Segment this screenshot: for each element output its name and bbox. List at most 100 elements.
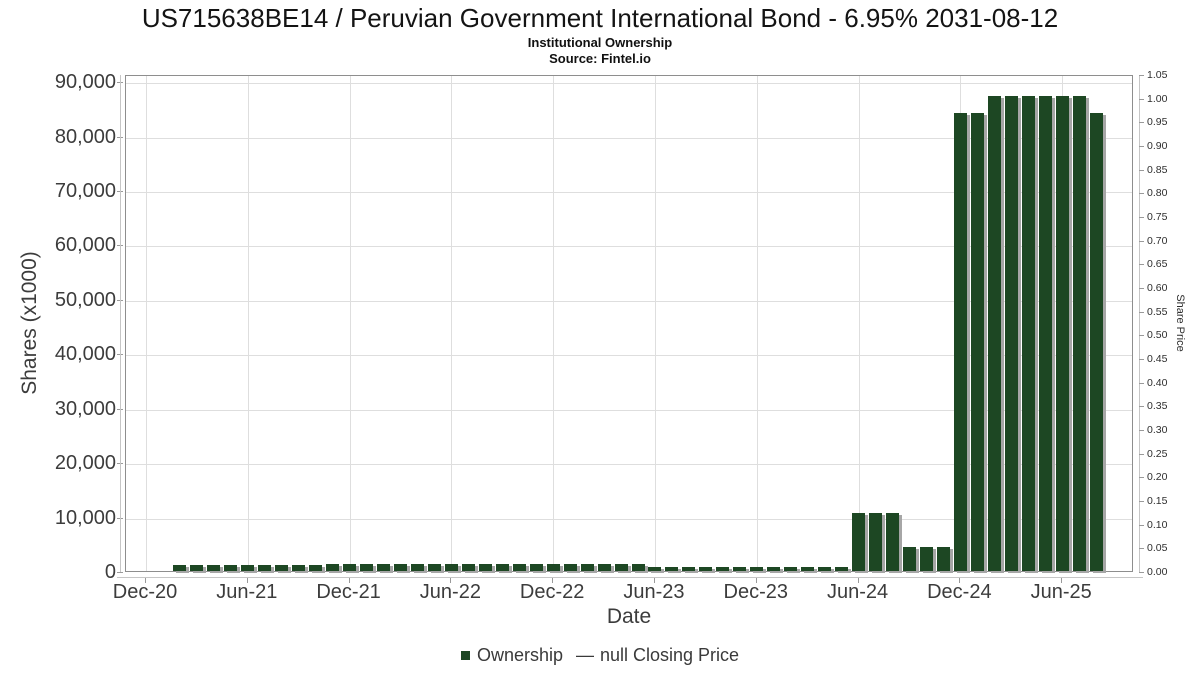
h-gridline bbox=[126, 300, 1132, 302]
ownership-bar bbox=[1021, 96, 1035, 571]
ownership-bar bbox=[733, 567, 747, 571]
x-tick bbox=[1061, 578, 1063, 583]
y2-tick bbox=[1139, 75, 1144, 76]
ownership-bar bbox=[410, 564, 424, 571]
v-gridline bbox=[858, 76, 860, 571]
y2-tick-label: 0.40 bbox=[1147, 376, 1168, 389]
ownership-bar bbox=[512, 564, 526, 571]
ownership-bar bbox=[987, 96, 1001, 571]
x-tick-label: Jun-21 bbox=[216, 581, 278, 603]
x-tick-label: Jun-24 bbox=[826, 581, 889, 603]
ownership-bar bbox=[207, 565, 221, 571]
ownership-bar bbox=[173, 565, 187, 571]
ownership-bar bbox=[784, 567, 798, 571]
y2-tick-label: 0.15 bbox=[1147, 495, 1168, 507]
y2-tick bbox=[1139, 572, 1144, 573]
ownership-bar bbox=[699, 567, 713, 571]
y2-tick bbox=[1139, 217, 1144, 218]
ownership-bar bbox=[292, 565, 306, 571]
x-tick bbox=[653, 578, 655, 583]
y2-tick-label: 0.35 bbox=[1147, 400, 1168, 413]
y-axis-spine bbox=[120, 75, 121, 572]
y2-axis-spine bbox=[1139, 75, 1140, 572]
ownership-bar bbox=[835, 567, 849, 571]
y2-tick-label: 0.30 bbox=[1147, 424, 1168, 436]
v-gridline bbox=[451, 76, 453, 571]
ownership-bar bbox=[665, 567, 679, 571]
ownership-bar bbox=[393, 564, 407, 571]
legend-ownership-label: Ownership bbox=[476, 645, 563, 665]
ownership-bar bbox=[1004, 96, 1018, 571]
y2-tick bbox=[1139, 311, 1144, 313]
ownership-bar bbox=[767, 567, 781, 571]
h-gridline bbox=[126, 464, 1132, 466]
ownership-bar bbox=[750, 567, 764, 571]
ownership-bar bbox=[563, 564, 577, 571]
ownership-bar bbox=[190, 565, 204, 571]
x-tick-label: Dec-20 bbox=[112, 581, 178, 603]
ownership-bar bbox=[919, 547, 933, 571]
y2-tick bbox=[1139, 430, 1144, 431]
ownership-bar bbox=[970, 113, 984, 571]
y2-tick bbox=[1139, 548, 1144, 550]
v-gridline bbox=[553, 76, 555, 571]
h-gridline bbox=[126, 137, 1132, 139]
v-gridline bbox=[349, 76, 351, 571]
ownership-bar bbox=[343, 564, 357, 571]
y-tick-label: 50,000 bbox=[54, 288, 116, 311]
y2-tick bbox=[1139, 240, 1144, 242]
v-gridline bbox=[247, 76, 249, 571]
x-tick-label: Jun-22 bbox=[419, 581, 481, 603]
y2-tick-label: 0.10 bbox=[1147, 518, 1168, 531]
y2-tick-label: 0.00 bbox=[1147, 566, 1168, 578]
ownership-bar bbox=[801, 567, 815, 571]
h-gridline bbox=[126, 191, 1132, 193]
y2-tick-label: 0.45 bbox=[1147, 353, 1168, 365]
ownership-bar bbox=[427, 564, 441, 571]
ownership-bar bbox=[241, 565, 255, 571]
y2-tick-label: 0.60 bbox=[1147, 282, 1168, 294]
y2-tick bbox=[1139, 477, 1144, 479]
y2-tick bbox=[1139, 169, 1144, 171]
x-tick-label: Jun-25 bbox=[1030, 581, 1092, 603]
ownership-bar bbox=[275, 565, 289, 571]
chart-legend: Ownership — null Closing Price bbox=[0, 645, 1200, 666]
h-gridline bbox=[126, 246, 1132, 248]
ownership-bar bbox=[852, 513, 866, 571]
y2-tick-label: 0.70 bbox=[1147, 234, 1168, 247]
x-axis-spine bbox=[117, 577, 1143, 578]
x-tick bbox=[450, 578, 452, 583]
ownership-bar bbox=[597, 564, 611, 571]
ownership-bar bbox=[309, 565, 323, 571]
ownership-bar bbox=[716, 567, 730, 571]
ownership-bar bbox=[495, 564, 509, 571]
ownership-bar bbox=[224, 565, 238, 571]
ownership-bar bbox=[546, 564, 560, 571]
h-gridline bbox=[126, 518, 1132, 520]
y-tick-label: 0 bbox=[104, 561, 116, 583]
y-tick-label: 20,000 bbox=[54, 452, 116, 475]
ownership-bar bbox=[936, 547, 950, 571]
y2-tick-label: 0.80 bbox=[1147, 187, 1168, 200]
x-tick-label: Dec-24 bbox=[927, 581, 992, 603]
y-tick-label: 90,000 bbox=[54, 71, 116, 94]
y2-tick bbox=[1139, 382, 1144, 384]
ownership-bar bbox=[529, 564, 543, 571]
ownership-bar bbox=[444, 564, 458, 571]
ownership-bar bbox=[631, 564, 645, 571]
y2-tick-label: 0.95 bbox=[1147, 116, 1168, 129]
y2-tick bbox=[1139, 359, 1144, 360]
y2-tick-label: 0.65 bbox=[1147, 258, 1168, 271]
closing-price-line-icon: — bbox=[575, 645, 594, 665]
y-tick-label: 60,000 bbox=[54, 234, 116, 257]
ownership-bar bbox=[461, 564, 475, 571]
y2-tick-label: 0.20 bbox=[1147, 471, 1168, 484]
y2-tick bbox=[1139, 193, 1144, 195]
y2-tick bbox=[1139, 524, 1144, 526]
ownership-bar bbox=[648, 567, 662, 571]
y2-tick-label: 1.05 bbox=[1147, 69, 1168, 81]
ownership-bar bbox=[377, 564, 391, 571]
y2-tick-label: 0.50 bbox=[1147, 329, 1168, 342]
ownership-bar bbox=[818, 567, 832, 571]
y-tick bbox=[117, 572, 123, 573]
